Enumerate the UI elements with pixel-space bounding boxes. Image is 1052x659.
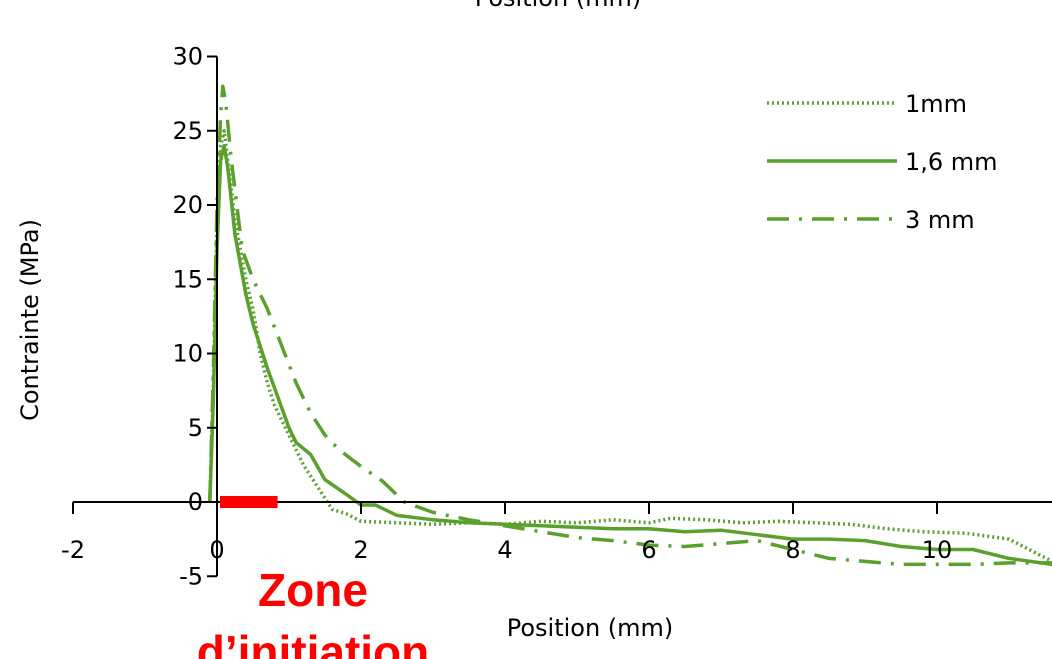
legend: 1mm 1,6 mm 3 mm	[767, 90, 998, 234]
y-tick-label: 0	[188, 488, 203, 516]
x-tick-label: 0	[209, 536, 224, 564]
x-tick-label: 2	[353, 536, 368, 564]
x-tick-label: 4	[497, 536, 512, 564]
y-tick-label: 15	[172, 265, 203, 293]
x-tick-label: 6	[641, 536, 656, 564]
x-tick-label: -2	[61, 536, 85, 564]
x-tick-label: 10	[922, 536, 953, 564]
y-tick-label: 30	[172, 43, 203, 71]
initiation-zone-bar	[220, 496, 278, 508]
series-line-3	[208, 84, 1052, 567]
legend-label-3: 3 mm	[905, 206, 975, 234]
y-axis-title: Contrainte (MPa)	[16, 219, 44, 421]
x-tick-label: 8	[785, 536, 800, 564]
series-line-1	[208, 129, 1052, 563]
legend-label-2: 1,6 mm	[905, 148, 998, 176]
y-tick-label: 10	[172, 340, 203, 368]
y-tick-label: 5	[188, 414, 203, 442]
y-tick-label: 25	[172, 117, 203, 145]
y-tick-label: -5	[179, 562, 203, 590]
top-axis-title: Position (mm)	[475, 0, 642, 12]
initiation-zone-label-line2: d’initiation	[197, 626, 430, 659]
initiation-zone-label-line1: Zone	[258, 564, 368, 616]
series-line-2	[208, 143, 1052, 567]
plot-area	[208, 84, 1052, 567]
y-tick-label: 20	[172, 191, 203, 219]
legend-label-1: 1mm	[905, 90, 967, 118]
x-axis-title: Position (mm)	[507, 614, 674, 642]
